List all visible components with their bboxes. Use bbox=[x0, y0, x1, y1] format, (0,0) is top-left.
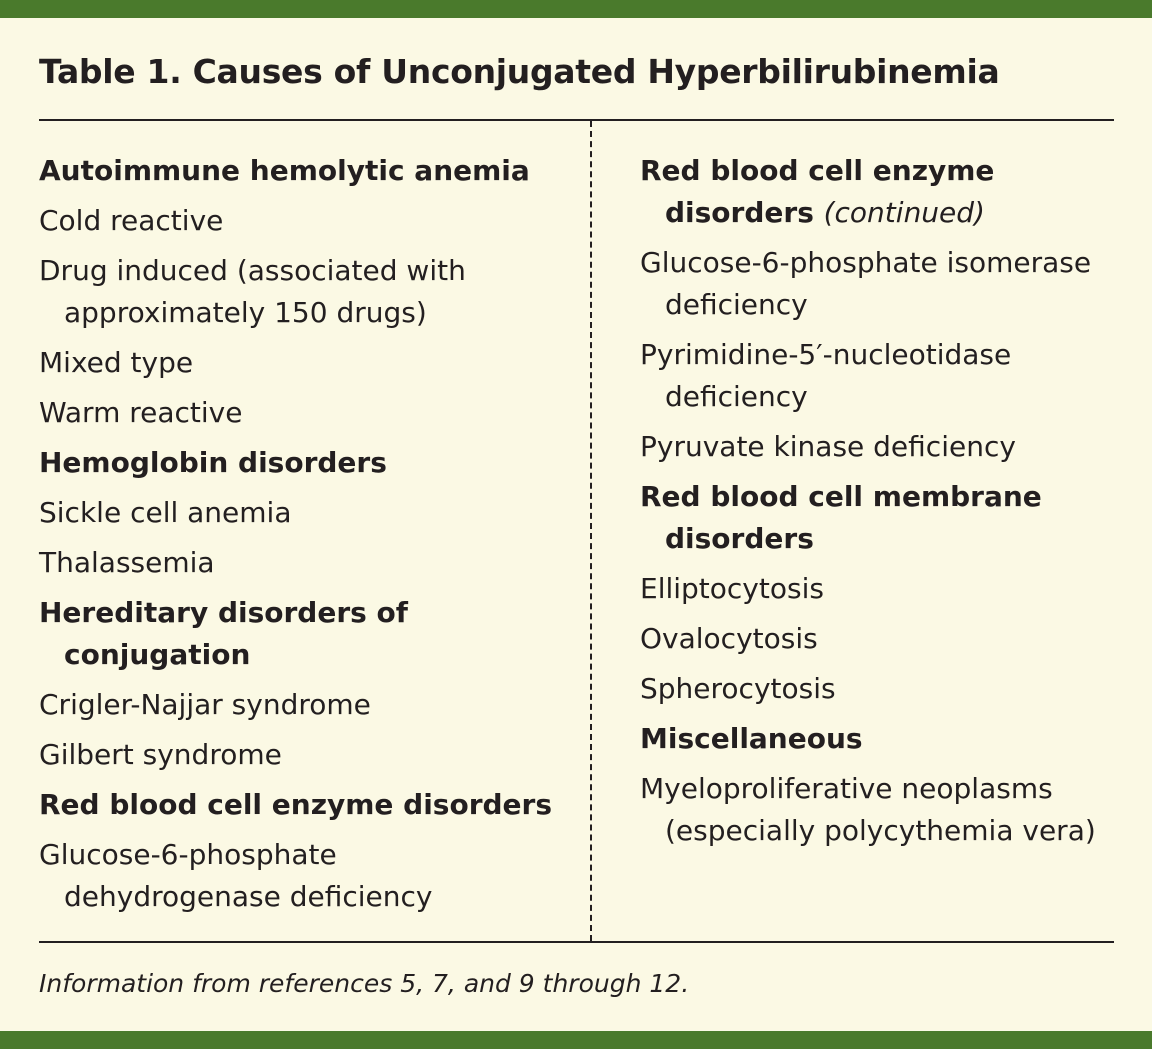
heading-line: conjugation bbox=[64, 638, 251, 671]
item-line: Gilbert syndrome bbox=[39, 738, 282, 771]
cause-item: Cold reactive bbox=[39, 200, 579, 242]
cause-item: Glucose-6-phosphate dehydrogenase deficie… bbox=[39, 834, 579, 918]
cause-item: Gilbert syndrome bbox=[39, 734, 579, 776]
item-line: Elliptocytosis bbox=[640, 572, 824, 605]
heading-line: Hereditary disorders of bbox=[39, 596, 408, 629]
column-divider bbox=[590, 121, 592, 941]
bottom-rule bbox=[39, 941, 1114, 943]
heading-line: Miscellaneous bbox=[640, 722, 863, 755]
cause-item: Elliptocytosis bbox=[640, 568, 1110, 610]
cause-item: Pyruvate kinase deficiency bbox=[640, 426, 1110, 468]
cause-item: Glucose-6-phosphate isomerase deficiency bbox=[640, 242, 1110, 326]
cause-item: Thalassemia bbox=[39, 542, 579, 584]
cause-item: Mixed type bbox=[39, 342, 579, 384]
heading-line: Hemoglobin disorders bbox=[39, 446, 387, 479]
item-line: Drug induced (associated with bbox=[39, 254, 466, 287]
category-heading: Red blood cell enzyme disorders (continue… bbox=[640, 150, 1110, 234]
cause-item: Ovalocytosis bbox=[640, 618, 1110, 660]
top-accent-bar bbox=[0, 0, 1152, 18]
item-line: (especially polycythemia vera) bbox=[665, 814, 1096, 847]
item-line: Mixed type bbox=[39, 346, 194, 379]
cause-item: Myeloproliferative neoplasms (especially … bbox=[640, 768, 1110, 852]
item-line: Warm reactive bbox=[39, 396, 243, 429]
bottom-accent-bar bbox=[0, 1031, 1152, 1049]
category-heading: Hemoglobin disorders bbox=[39, 442, 579, 484]
heading-line: Red blood cell membrane bbox=[640, 480, 1042, 513]
category-heading: Miscellaneous bbox=[640, 718, 1110, 760]
item-line: Crigler-Najjar syndrome bbox=[39, 688, 371, 721]
table-title: Table 1. Causes of Unconjugated Hyperbil… bbox=[39, 52, 1000, 91]
item-line: Sickle cell anemia bbox=[39, 496, 292, 529]
item-line: Pyrimidine-5′-nucleotidase bbox=[640, 338, 1012, 371]
item-line: Cold reactive bbox=[39, 204, 224, 237]
item-line: Ovalocytosis bbox=[640, 622, 818, 655]
item-line: Pyruvate kinase deficiency bbox=[640, 430, 1016, 463]
item-line: Thalassemia bbox=[39, 546, 215, 579]
heading-line: Red blood cell enzyme bbox=[640, 154, 995, 187]
cause-item: Drug induced (associated with approximate… bbox=[39, 250, 579, 334]
item-line: Glucose-6-phosphate isomerase bbox=[640, 246, 1092, 279]
item-line: deficiency bbox=[665, 380, 808, 413]
heading-line: Red blood cell enzyme disorders bbox=[39, 788, 553, 821]
heading-line: disorders bbox=[665, 196, 814, 229]
cause-item: Sickle cell anemia bbox=[39, 492, 579, 534]
category-heading: Red blood cell membrane disorders bbox=[640, 476, 1110, 560]
item-line: deficiency bbox=[665, 288, 808, 321]
item-line: Spherocytosis bbox=[640, 672, 836, 705]
top-rule bbox=[39, 119, 1114, 121]
table-footnote: Information from references 5, 7, and 9 … bbox=[39, 969, 690, 998]
item-line: Myeloproliferative neoplasms bbox=[640, 772, 1053, 805]
item-line: dehydrogenase deficiency bbox=[64, 880, 433, 913]
category-heading: Autoimmune hemolytic anemia bbox=[39, 150, 579, 192]
item-line: Glucose-6-phosphate bbox=[39, 838, 337, 871]
category-heading: Hereditary disorders of conjugation bbox=[39, 592, 579, 676]
heading-line: Autoimmune hemolytic anemia bbox=[39, 154, 530, 187]
cause-item: Spherocytosis bbox=[640, 668, 1110, 710]
heading-line: disorders bbox=[665, 522, 814, 555]
cause-item: Crigler-Najjar syndrome bbox=[39, 684, 579, 726]
category-heading: Red blood cell enzyme disorders bbox=[39, 784, 579, 826]
left-column: Autoimmune hemolytic anemia Cold reactive… bbox=[39, 150, 579, 926]
item-line: approximately 150 drugs) bbox=[64, 296, 427, 329]
continued-note: (continued) bbox=[823, 196, 985, 229]
cause-item: Pyrimidine-5′-nucleotidase deficiency bbox=[640, 334, 1110, 418]
cause-item: Warm reactive bbox=[39, 392, 579, 434]
right-column: Red blood cell enzyme disorders (continue… bbox=[640, 150, 1110, 860]
